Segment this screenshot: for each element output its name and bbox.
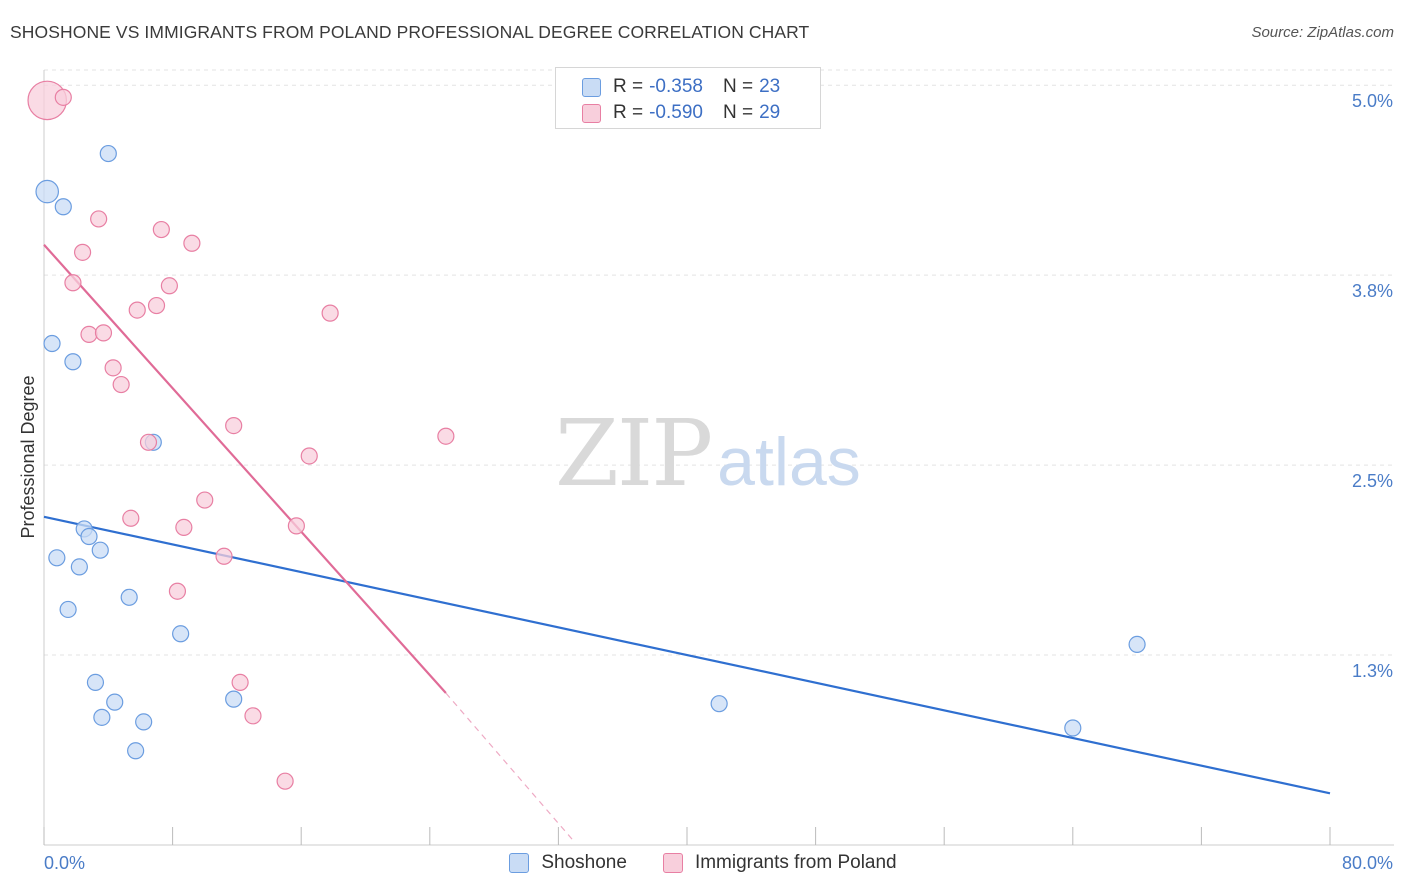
point-poland: [73, 243, 92, 261]
point-shoshone: [93, 708, 111, 726]
point-poland: [112, 375, 130, 394]
point-poland: [122, 509, 140, 527]
chart-source: Source: ZipAtlas.com: [1251, 24, 1394, 41]
point-poland: [152, 220, 170, 239]
legend-n-value: 29: [759, 102, 781, 123]
point-poland: [168, 582, 187, 600]
point-poland: [80, 325, 98, 344]
point-poland: [276, 772, 294, 790]
trend-line-poland-extension: [445, 692, 575, 843]
legend-row-poland: R = -0.590 N = 29: [582, 101, 780, 125]
point-shoshone: [80, 527, 98, 546]
point-poland: [147, 296, 166, 315]
series-label-poland: Immigrants from Poland: [694, 852, 897, 873]
x-tick-label: 0.0%: [44, 853, 85, 873]
point-shoshone: [172, 625, 190, 643]
series-swatch-shoshone: [509, 853, 530, 873]
series-legend: Shoshone Immigrants from Poland: [0, 852, 1406, 874]
point-poland: [128, 301, 146, 319]
point-shoshone: [120, 588, 138, 606]
point-poland: [215, 547, 233, 565]
y-tick-label: 2.5%: [1352, 471, 1393, 491]
point-shoshone: [35, 179, 60, 204]
legend-row-shoshone: R = -0.358 N = 23: [582, 75, 780, 99]
point-shoshone: [135, 713, 153, 731]
watermark-zip: ZIP: [555, 400, 713, 507]
trend-line-poland: [43, 244, 447, 694]
series-label-shoshone: Shoshone: [541, 852, 627, 873]
legend-swatch-poland: [582, 103, 601, 123]
point-poland: [244, 707, 262, 725]
series-legend-poland[interactable]: Immigrants from Poland: [662, 852, 897, 874]
point-shoshone: [225, 690, 243, 708]
x-tick-label: 80.0%: [1342, 853, 1393, 873]
point-poland: [94, 324, 113, 342]
point-poland: [160, 277, 178, 295]
legend-n-label: N =: [722, 102, 754, 123]
point-shoshone: [106, 693, 124, 711]
axis-labels: 1.3% 2.5% 3.8% 5.0% 0.0% 80.0%: [44, 91, 1393, 873]
point-shoshone: [710, 695, 728, 713]
point-shoshone: [54, 198, 72, 216]
point-shoshone: [48, 549, 66, 567]
point-shoshone: [64, 353, 82, 371]
trend-line-shoshone: [43, 515, 1331, 795]
point-poland: [183, 234, 201, 252]
point-poland: [104, 359, 122, 377]
legend-n-value: 23: [759, 76, 781, 97]
point-poland: [300, 447, 318, 465]
legend-r-value: -0.590: [649, 102, 703, 123]
point-shoshone: [91, 541, 109, 559]
y-tick-label: 1.3%: [1352, 661, 1393, 681]
point-shoshone: [86, 673, 105, 692]
y-tick-label: 5.0%: [1352, 91, 1393, 111]
point-shoshone: [127, 742, 145, 760]
legend-n-label: N =: [722, 76, 754, 97]
watermark: ZIPatlas: [555, 400, 861, 507]
correlation-legend: R = -0.358 N = 23 R = -0.590 N = 29: [555, 67, 821, 129]
point-poland: [321, 304, 339, 322]
legend-r-value: -0.358: [649, 76, 703, 97]
point-shoshone: [99, 144, 117, 163]
point-poland: [437, 427, 455, 445]
gridlines: [44, 69, 1394, 656]
point-shoshone: [59, 600, 77, 619]
legend-r-label: R =: [613, 102, 644, 123]
point-shoshone: [43, 334, 61, 353]
point-poland: [225, 416, 243, 435]
chart-title: SHOSHONE VS IMMIGRANTS FROM POLAND PROFE…: [10, 22, 810, 42]
trend-lines: [43, 244, 1331, 843]
point-poland: [139, 433, 158, 451]
point-shoshone: [1128, 635, 1146, 654]
series-swatch-poland: [662, 853, 683, 873]
legend-r-label: R =: [613, 76, 644, 97]
y-tick-label: 3.8%: [1352, 281, 1393, 301]
series-legend-shoshone[interactable]: Shoshone: [509, 852, 627, 874]
point-poland: [287, 517, 305, 535]
point-poland: [54, 88, 72, 106]
point-poland: [64, 274, 82, 292]
data-points: [27, 80, 1146, 790]
point-poland: [175, 518, 193, 537]
legend-swatch-shoshone: [582, 77, 601, 97]
point-poland: [231, 673, 249, 692]
y-axis-label: Professional Degree: [18, 375, 38, 538]
point-shoshone: [1064, 719, 1082, 737]
point-shoshone: [70, 558, 88, 576]
point-poland: [196, 491, 214, 509]
watermark-atlas: atlas: [717, 424, 861, 500]
point-poland: [90, 210, 108, 228]
